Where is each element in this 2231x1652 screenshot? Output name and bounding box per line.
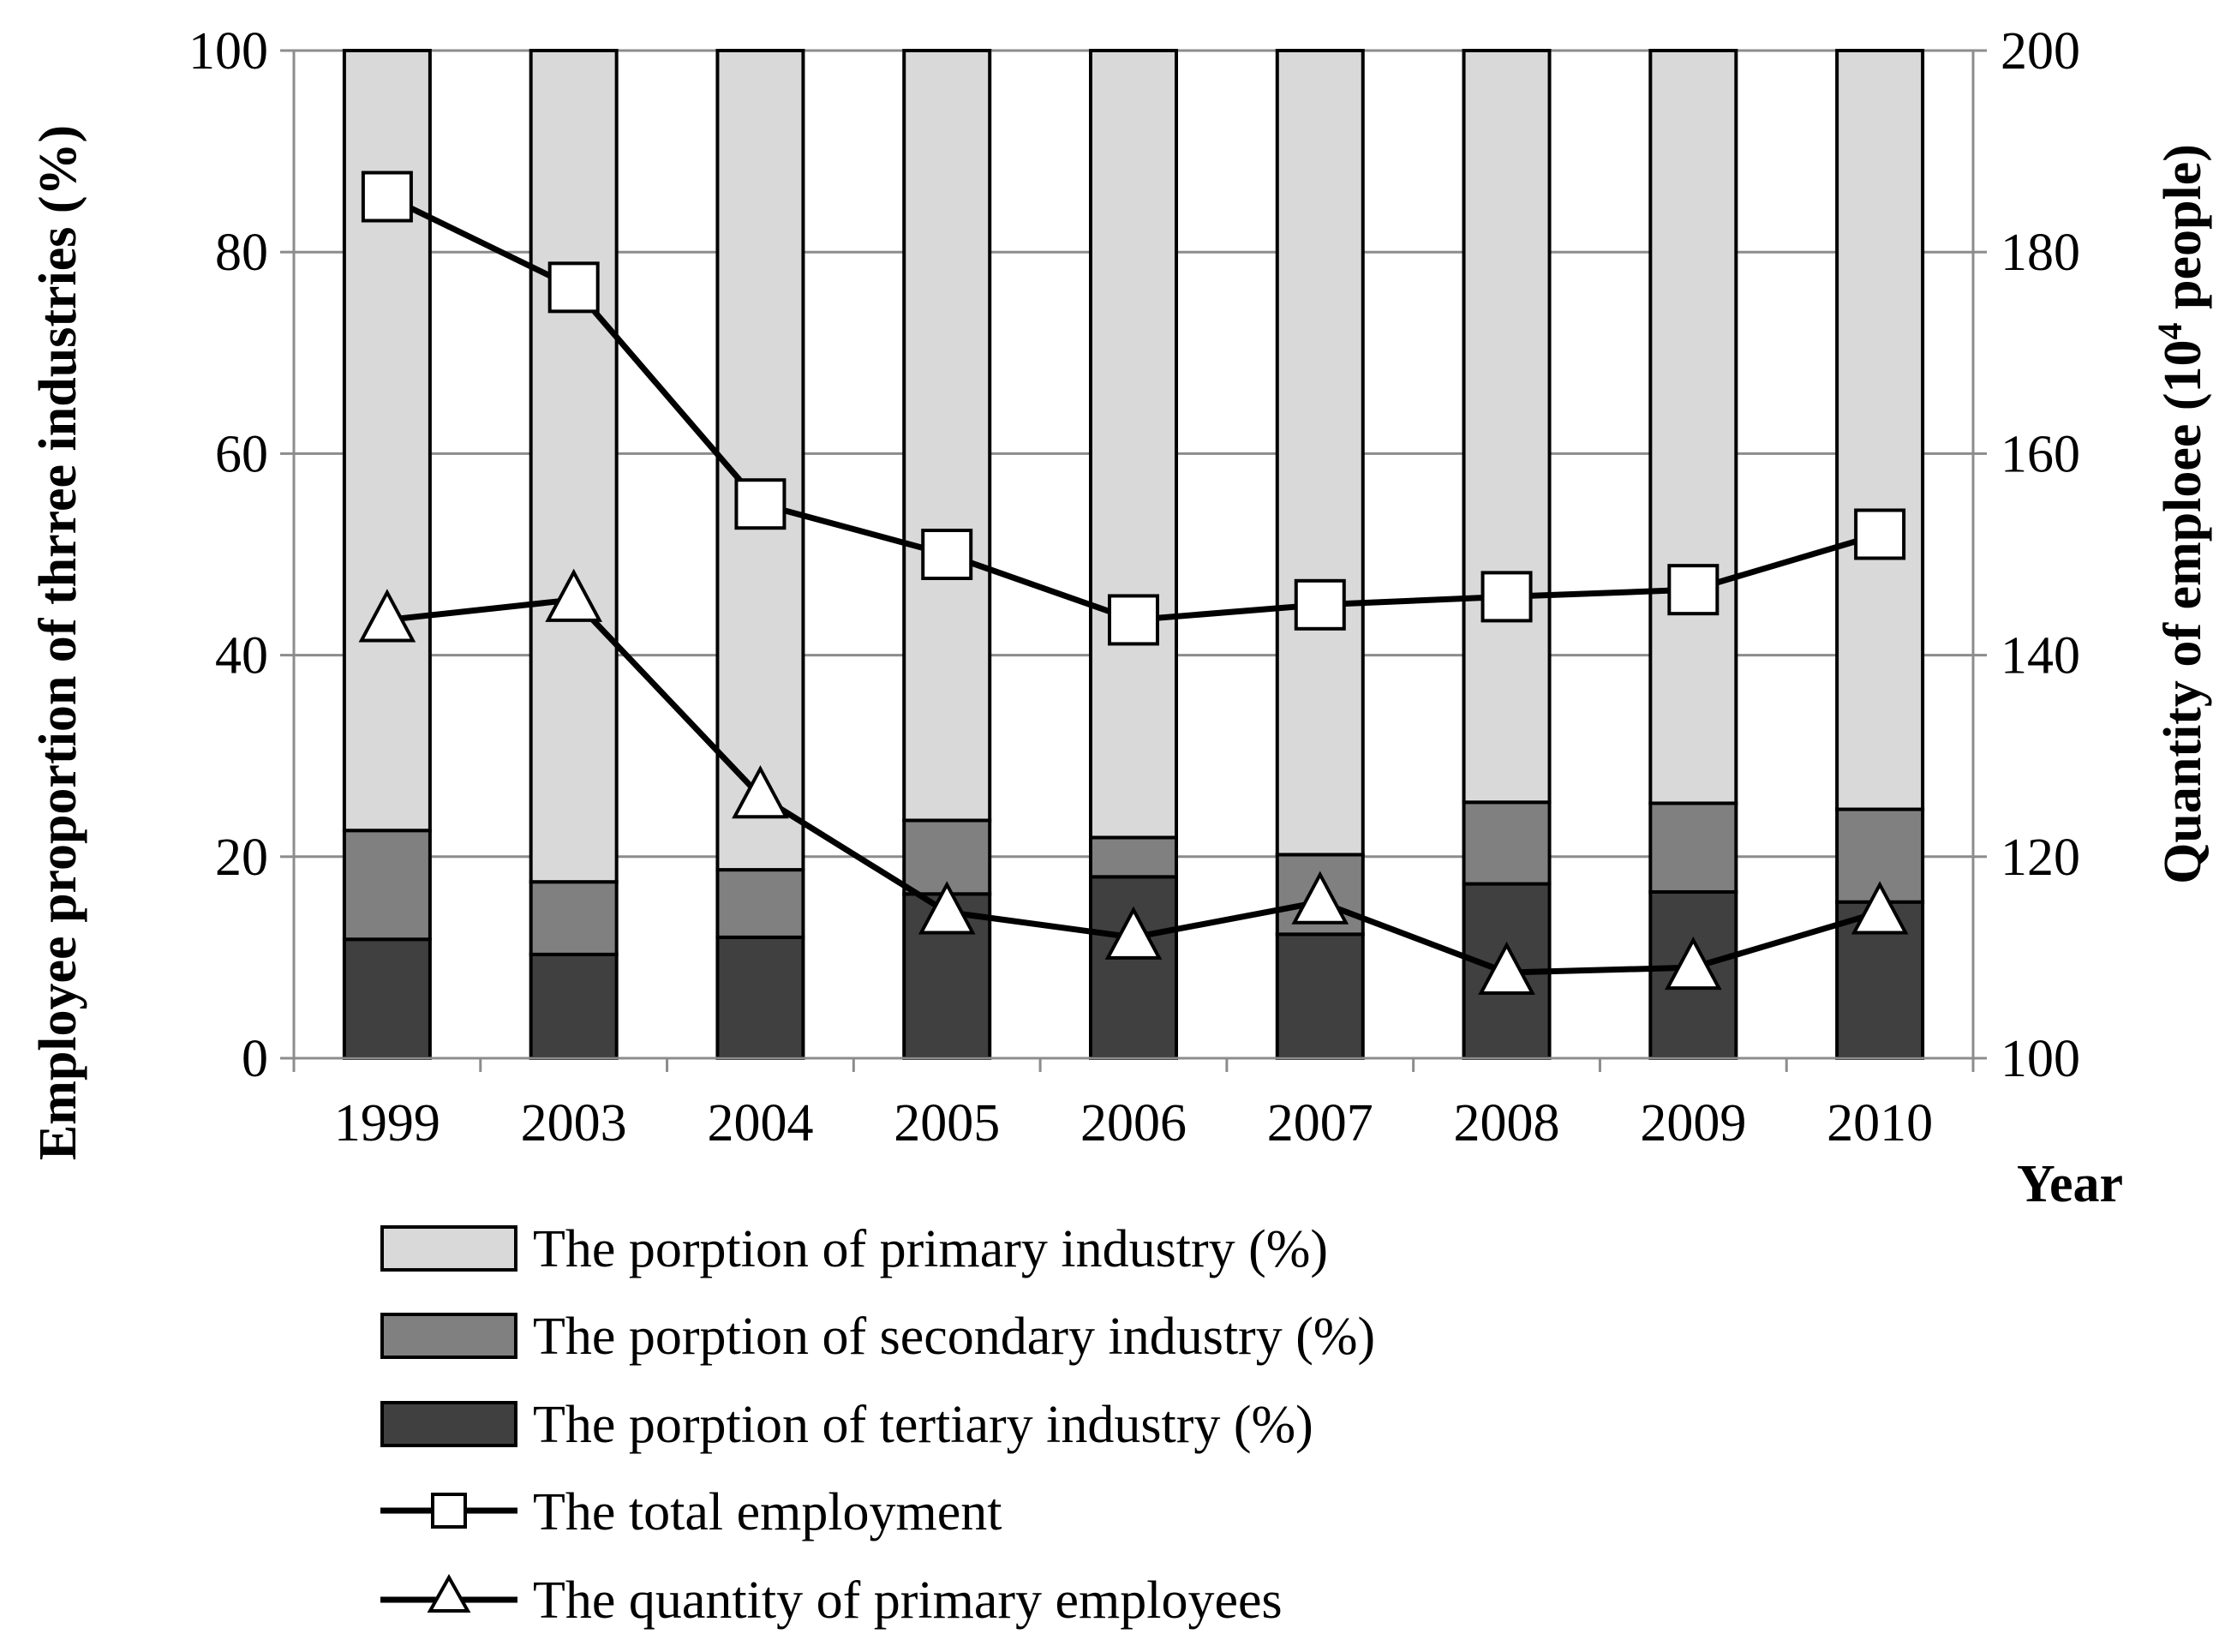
y-right-tick-label: 180 (2001, 224, 2080, 282)
square-marker (734, 478, 787, 530)
y-left-tick-label: 20 (215, 829, 268, 887)
x-tick-label: 2005 (894, 1094, 1000, 1152)
bar-segment-2 (1089, 49, 1178, 840)
x-tick-label: 2007 (1267, 1094, 1373, 1152)
legend-label-tertiary: The porption of tertiary industry (%) (533, 1396, 1313, 1454)
y-right-tick-label: 140 (2001, 627, 2080, 685)
legend-item-primary-employees: The quantity of primary employees (380, 1571, 1283, 1630)
legend: The porption of primary industry (%) The… (380, 1220, 1375, 1630)
y-right-tick-label: 100 (2001, 1030, 2080, 1088)
y-left-tick-label: 80 (215, 224, 268, 282)
triangle-marker (1478, 941, 1535, 996)
triangle-marker (732, 765, 789, 819)
triangle-marker (1664, 936, 1722, 991)
triangle-marker (1104, 906, 1163, 960)
legend-swatch-secondary (380, 1313, 517, 1359)
bar-segment-2 (902, 49, 992, 823)
square-marker (921, 529, 973, 580)
x-tick-label: 2009 (1640, 1094, 1746, 1152)
y-right-tick-label: 200 (2001, 22, 2080, 81)
square-marker (1667, 564, 1720, 616)
legend-item-primary: The porption of primary industry (%) (380, 1220, 1328, 1278)
square-marker (1480, 571, 1533, 623)
legend-item-total-employment: The total employment (380, 1483, 1002, 1541)
legend-label-secondary: The porption of secondary industry (%) (533, 1308, 1375, 1366)
legend-label-total-employment: The total employment (533, 1483, 1002, 1541)
bar-segment-2 (529, 49, 619, 884)
legend-label-primary: The porption of primary industry (%) (533, 1220, 1328, 1278)
triangle-marker (1851, 881, 1909, 935)
triangle-marker (545, 568, 603, 622)
legend-square-marker (431, 1493, 467, 1529)
bar-segment-2 (1462, 49, 1552, 805)
legend-item-secondary: The porption of secondary industry (%) (380, 1308, 1375, 1366)
bar-segment-1 (1648, 801, 1738, 894)
x-tick-label: 1999 (334, 1094, 440, 1152)
x-tick-label: 2004 (707, 1094, 813, 1152)
bar-segment-2 (1835, 49, 1925, 811)
legend-item-tertiary: The porption of tertiary industry (%) (380, 1396, 1313, 1454)
legend-triangle-marker (427, 1573, 471, 1613)
triangle-marker (358, 589, 416, 643)
y-axis-left-title: Employee proportion of thrree industries… (29, 125, 87, 1160)
y-left-tick-label: 100 (188, 22, 268, 81)
y-left-tick-label: 40 (215, 627, 268, 685)
bar-segment-1 (1089, 835, 1178, 879)
triangle-marker (1291, 871, 1349, 925)
legend-label-primary-employees: The quantity of primary employees (533, 1571, 1283, 1630)
bar-segment-1 (715, 868, 805, 939)
square-marker (1854, 508, 1906, 560)
line-series (358, 171, 1909, 996)
square-marker (1294, 578, 1346, 631)
bar-segment-2 (1648, 49, 1738, 805)
legend-swatch-tertiary (380, 1401, 517, 1447)
stacked-bars (342, 49, 1925, 1061)
y-left-tick-label: 0 (242, 1030, 268, 1088)
x-tick-label: 2006 (1080, 1094, 1187, 1152)
x-tick-label: 2003 (521, 1094, 627, 1152)
triangle-marker (918, 881, 976, 935)
bar-segment-1 (342, 829, 432, 942)
bar-segment-1 (529, 880, 619, 956)
bar-segment-0 (1275, 932, 1365, 1061)
square-marker (547, 261, 600, 314)
bar-segment-0 (529, 952, 619, 1060)
y-left-tick-label: 60 (215, 425, 268, 483)
bar-segment-0 (342, 937, 432, 1061)
legend-swatch-primary (380, 1225, 517, 1272)
bar-segment-2 (342, 49, 432, 833)
axes: 0 20 40 60 80 100 100 120 140 160 180 200 1999 2003 20… (188, 22, 2080, 1152)
bar-segment-1 (1462, 800, 1552, 886)
x-tick-label: 2010 (1827, 1094, 1933, 1152)
bar-segment-0 (715, 935, 805, 1060)
square-marker (1108, 594, 1159, 646)
y-axis-right-title: Quantity of emploee (104 people) (2150, 144, 2213, 884)
bar-segment-2 (1275, 49, 1365, 857)
x-axis-title: Year (2017, 1155, 2123, 1213)
y-right-tick-label: 160 (2001, 425, 2080, 483)
square-marker (361, 171, 413, 223)
x-tick-label: 2008 (1454, 1094, 1560, 1152)
bar-segment-0 (1089, 875, 1178, 1060)
bar-segment-2 (715, 49, 805, 872)
y-right-tick-label: 120 (2001, 829, 2080, 887)
